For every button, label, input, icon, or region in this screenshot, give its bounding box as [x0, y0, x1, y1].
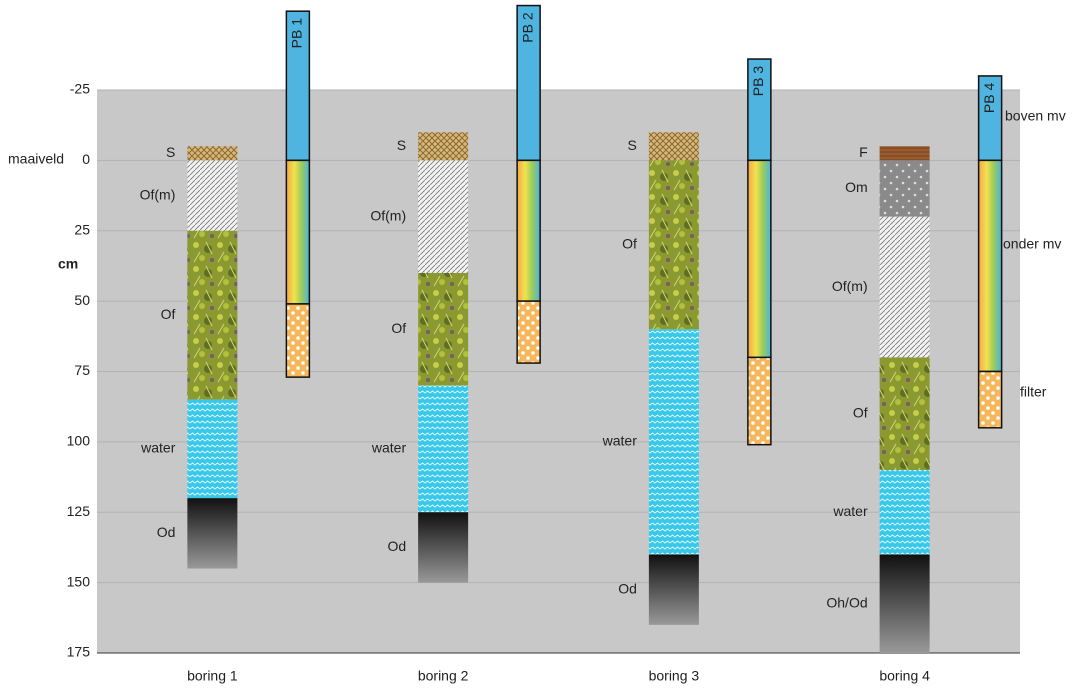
y-tick-label: 100	[67, 433, 91, 449]
soil-layer	[649, 329, 699, 554]
layer-label: Od	[387, 538, 406, 554]
soil-layer	[649, 132, 699, 160]
soil-layer	[187, 231, 237, 400]
tube-label: onder mv	[1003, 236, 1061, 252]
x-tick-label: boring 1	[187, 668, 238, 684]
y-tick-label: 150	[67, 573, 91, 589]
layer-label: S	[166, 144, 175, 160]
tube-filter	[748, 357, 771, 444]
soil-layer	[649, 160, 699, 329]
soil-layer	[187, 146, 237, 160]
tube-name: PB 3	[750, 66, 766, 97]
layer-label: Of(m)	[140, 186, 176, 202]
soil-layer	[187, 400, 237, 499]
layer-label: Of(m)	[832, 278, 868, 294]
soil-layer	[880, 470, 930, 554]
soil-layer	[418, 273, 468, 386]
tube-name: PB 2	[519, 12, 535, 43]
ground-label: maaiveld	[8, 151, 64, 167]
chart: maaiveld cm boven mv onder mv filter -25…	[0, 0, 1083, 690]
layer-label: Of	[853, 404, 868, 420]
layer-label: Of	[391, 320, 406, 336]
tube-label: boven mv	[1005, 108, 1066, 124]
layer-label: Om	[845, 179, 868, 195]
soil-layer	[418, 386, 468, 513]
y-tick-label: -25	[70, 81, 90, 97]
tube-name: PB 4	[981, 83, 997, 114]
tube-riser	[979, 160, 1002, 371]
layer-label: water	[602, 433, 638, 449]
layer-label: water	[371, 440, 407, 456]
x-tick-label: boring 2	[418, 668, 469, 684]
soil-layer	[187, 498, 237, 568]
soil-layer	[880, 146, 930, 160]
x-tick-label: boring 3	[649, 668, 700, 684]
layer-label: Oh/Od	[826, 594, 867, 610]
tube-name: PB 1	[289, 18, 305, 49]
layer-label: Od	[157, 524, 176, 540]
layer-label: Of	[161, 306, 176, 322]
y-tick-label: 75	[74, 362, 90, 378]
tube-filter	[517, 301, 540, 363]
layer-label: S	[628, 137, 637, 153]
layer-label: Od	[618, 580, 637, 596]
layer-label: Of	[622, 236, 637, 252]
tube-filter	[286, 304, 309, 377]
tube-label: filter	[1020, 384, 1047, 400]
layer-label: F	[859, 144, 868, 160]
layer-label: Of(m)	[370, 207, 406, 223]
soil-layer	[187, 160, 237, 230]
y-tick-label: 50	[74, 292, 90, 308]
soil-layer	[880, 357, 930, 470]
x-tick-label: boring 4	[879, 668, 930, 684]
soil-layer	[880, 217, 930, 358]
tube-riser	[517, 160, 540, 301]
layer-label: S	[397, 137, 406, 153]
soil-layer	[418, 160, 468, 273]
y-tick-label: 175	[67, 644, 91, 660]
tube-riser	[748, 160, 771, 357]
tube-filter	[979, 372, 1002, 428]
y-tick-label: 125	[67, 503, 91, 519]
soil-layer	[418, 512, 468, 582]
soil-layer	[649, 554, 699, 624]
layer-label: water	[832, 503, 868, 519]
soil-layer	[418, 132, 468, 160]
soil-layer	[880, 554, 930, 653]
y-tick-label: 25	[74, 221, 90, 237]
y-axis-label: cm	[58, 256, 78, 272]
soil-layer	[880, 160, 930, 216]
y-tick-label: 0	[82, 151, 90, 167]
layer-label: water	[140, 440, 176, 456]
tube-riser	[286, 160, 309, 304]
